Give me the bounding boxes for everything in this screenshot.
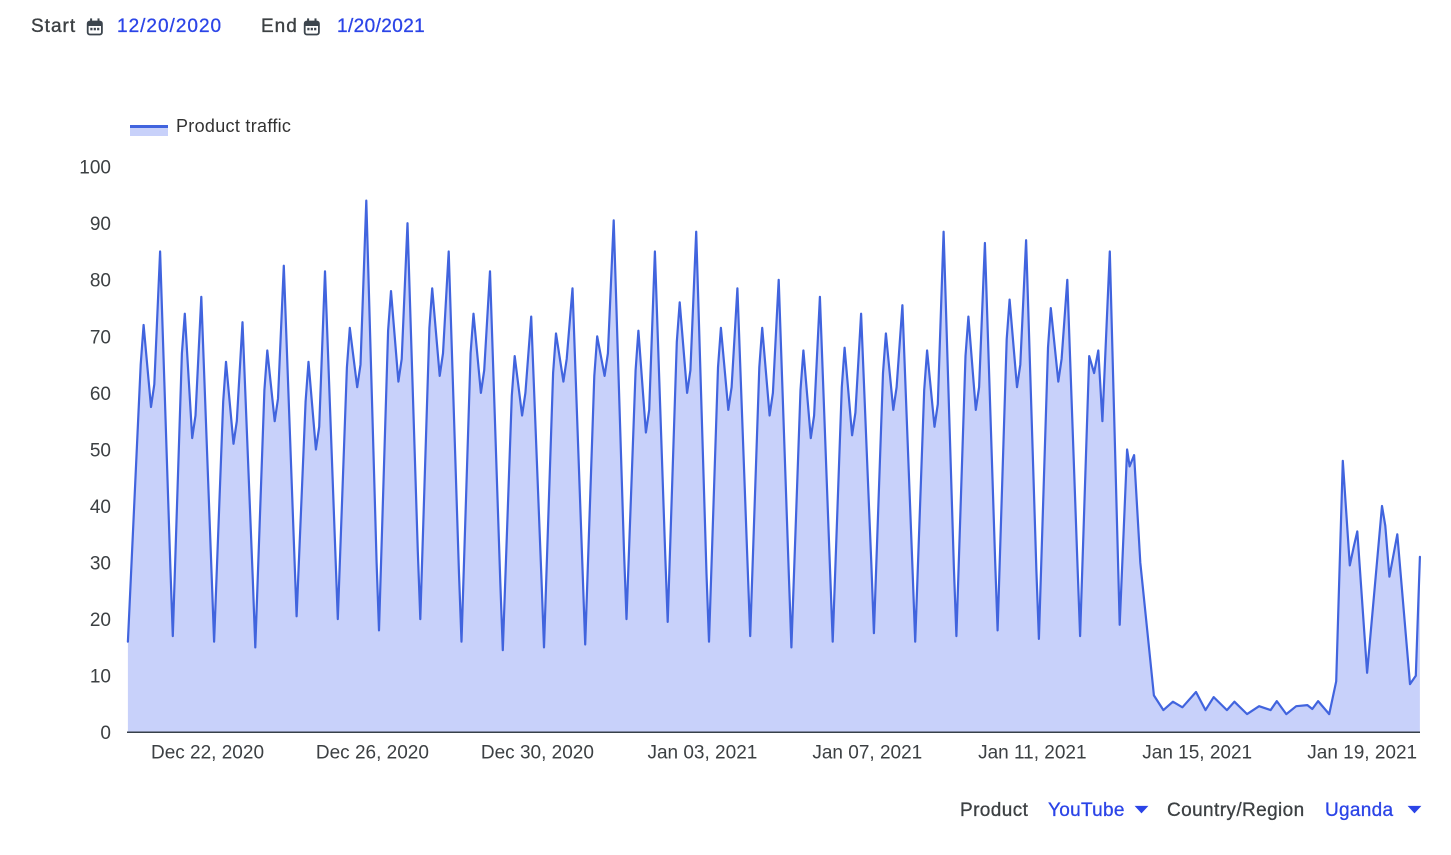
svg-text:Jan 07, 2021: Jan 07, 2021 — [812, 743, 922, 764]
svg-text:Jan 11, 2021: Jan 11, 2021 — [978, 743, 1086, 764]
svg-text:50: 50 — [90, 440, 111, 461]
svg-text:90: 90 — [90, 214, 111, 235]
svg-text:70: 70 — [90, 327, 111, 348]
svg-text:Jan 03, 2021: Jan 03, 2021 — [647, 743, 757, 764]
svg-text:30: 30 — [90, 554, 111, 575]
svg-text:40: 40 — [90, 497, 111, 518]
svg-text:Dec 22, 2020: Dec 22, 2020 — [151, 743, 264, 764]
svg-text:80: 80 — [90, 271, 111, 292]
svg-text:20: 20 — [90, 610, 111, 631]
svg-text:Dec 30, 2020: Dec 30, 2020 — [481, 743, 594, 764]
svg-text:0: 0 — [100, 723, 111, 744]
svg-text:Dec 26, 2020: Dec 26, 2020 — [316, 743, 429, 764]
svg-text:100: 100 — [79, 158, 111, 179]
svg-text:60: 60 — [90, 384, 111, 405]
svg-text:Jan 15, 2021: Jan 15, 2021 — [1142, 743, 1252, 764]
svg-text:Jan 19, 2021: Jan 19, 2021 — [1307, 743, 1417, 764]
svg-text:10: 10 — [90, 667, 111, 688]
